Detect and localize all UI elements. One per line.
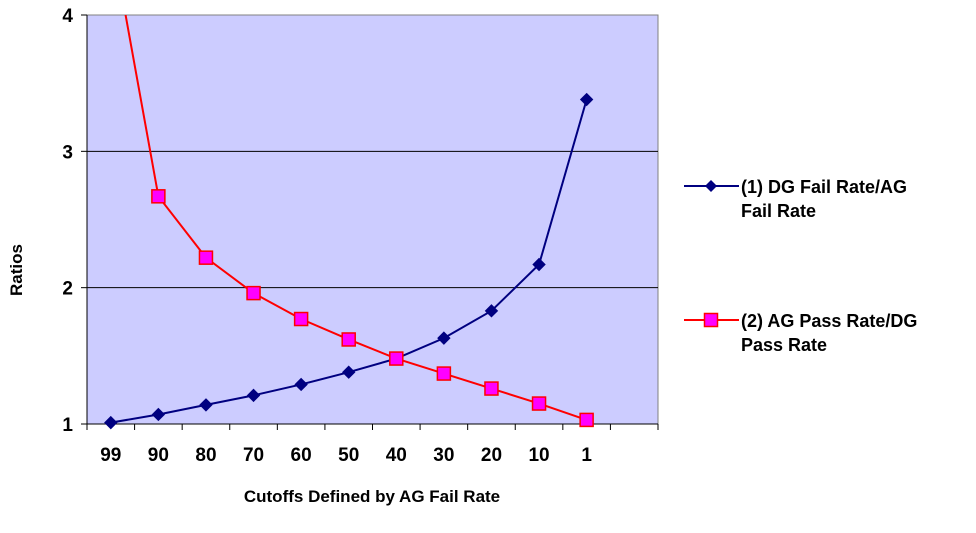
series-markers (104, 92, 594, 430)
legend-label-2: (2) AG Pass Rate/DG (741, 311, 917, 331)
data-point-series-2 (246, 285, 261, 301)
y-tick-label: 4 (62, 6, 73, 27)
y-axis-ticks: 1 2 3 4 (62, 6, 87, 436)
legend-label-2: Pass Rate (741, 335, 827, 355)
x-tick-label: 30 (433, 445, 454, 466)
data-point-series-2 (198, 250, 214, 265)
y-tick-label: 2 (62, 279, 73, 300)
data-point-series-1 (342, 365, 356, 379)
data-point-series-2 (293, 311, 309, 327)
legend-label-1: (1) DG Fail Rate/AG (741, 177, 907, 197)
legend: (1) DG Fail Rate/AG Fail Rate (2) AG Pass … (684, 177, 917, 355)
x-tick-label: 80 (195, 445, 216, 466)
x-tick-label: 99 (100, 445, 121, 466)
y-tick-label: 1 (62, 415, 73, 436)
data-point-series-2 (389, 351, 404, 366)
data-point-series-2 (151, 189, 166, 204)
data-point-series-1 (532, 257, 546, 272)
x-tick-label: 20 (481, 445, 502, 466)
data-point-series-1 (246, 388, 261, 403)
data-point-series-1 (151, 407, 166, 422)
data-point-series-1 (579, 92, 594, 107)
x-tick-label: 90 (148, 445, 169, 466)
x-axis-ticks: 99 90 80 70 60 50 40 30 20 10 1 (86, 424, 659, 466)
x-tick-label: 60 (291, 445, 312, 466)
x-tick-label: 40 (386, 445, 407, 466)
data-point-series-2 (341, 332, 356, 347)
legend-marker-2 (703, 312, 719, 328)
x-tick-label: 50 (338, 445, 359, 466)
x-tick-label: 70 (243, 445, 264, 466)
data-point-series-1 (484, 304, 499, 318)
x-tick-label: 1 (581, 445, 592, 466)
data-point-series-2 (579, 412, 594, 428)
data-point-series-2 (436, 366, 452, 381)
data-point-series-1 (437, 331, 451, 345)
y-tick-label: 3 (62, 142, 73, 163)
x-axis-title: Cutoffs Defined by AG Fail Rate (244, 487, 500, 506)
data-point-series-2 (484, 381, 499, 396)
data-point-series-1 (294, 377, 308, 392)
data-point-series-1 (104, 415, 118, 430)
y-axis-title: Ratios (7, 244, 26, 296)
data-point-series-2 (531, 396, 547, 411)
x-tick-label: 10 (528, 445, 549, 466)
legend-marker-1 (705, 180, 717, 192)
gridlines (87, 150, 658, 289)
legend-label-1: Fail Rate (741, 201, 816, 221)
plot-area (86, 14, 659, 425)
data-point-series-1 (199, 398, 213, 412)
